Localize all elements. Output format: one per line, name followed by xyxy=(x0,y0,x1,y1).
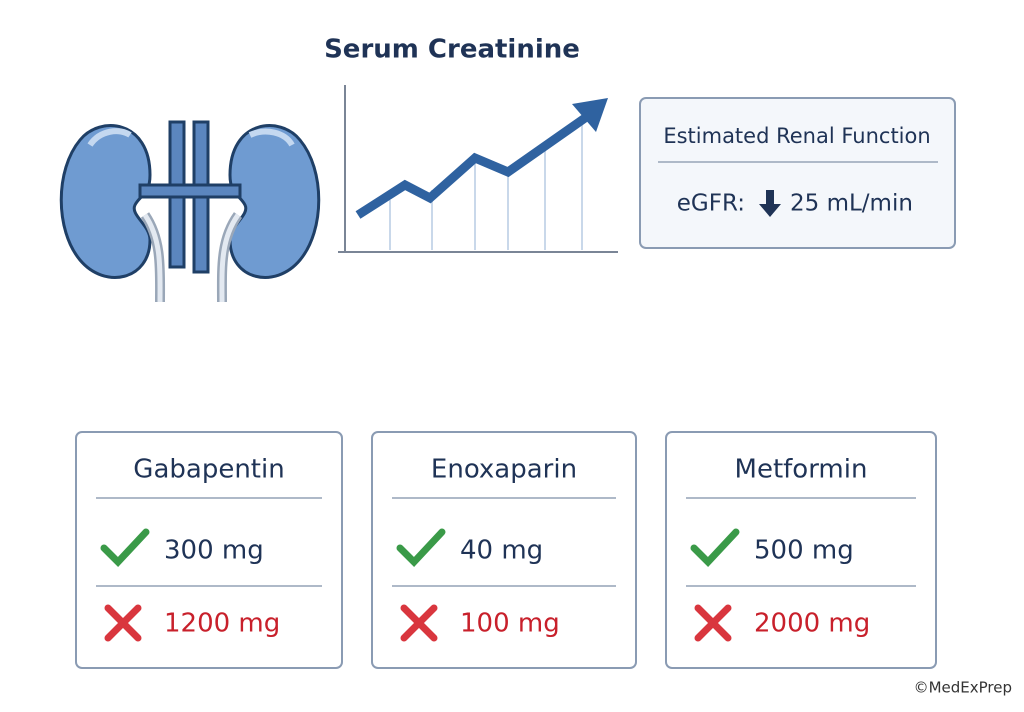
trend-illustration xyxy=(338,85,618,253)
safe-dose: 40 mg xyxy=(460,536,543,566)
renal-box xyxy=(639,97,956,249)
egfr-label: eGFR: xyxy=(677,191,745,217)
drug-card xyxy=(371,431,637,669)
cross-icon xyxy=(400,604,438,642)
chart-title: Serum Creatinine xyxy=(324,35,580,65)
check-icon xyxy=(396,528,446,568)
drug-name: Gabapentin xyxy=(133,455,284,485)
cross-icon xyxy=(104,604,142,642)
safe-dose: 300 mg xyxy=(164,536,264,566)
down-arrow-icon xyxy=(759,190,781,217)
check-icon xyxy=(690,528,740,568)
kidney-illustration xyxy=(59,120,321,303)
drug-name: Metformin xyxy=(735,455,868,485)
unsafe-dose: 100 mg xyxy=(460,609,560,639)
copyright: ©MedExPrep xyxy=(914,679,1012,697)
check-icon xyxy=(100,528,150,568)
unsafe-dose: 2000 mg xyxy=(754,609,870,639)
cross-icon xyxy=(694,604,732,642)
renal-title: Estimated Renal Function xyxy=(663,124,930,148)
drug-card xyxy=(75,431,343,669)
unsafe-dose: 1200 mg xyxy=(164,609,280,639)
drug-cards: Gabapentin 300 mg 1200 mg Enoxaparin 40 mg 10… xyxy=(75,431,937,669)
safe-dose: 500 mg xyxy=(754,536,854,566)
egfr-value: 25 mL/min xyxy=(790,191,913,217)
drug-name: Enoxaparin xyxy=(431,455,577,485)
drug-card xyxy=(665,431,937,669)
